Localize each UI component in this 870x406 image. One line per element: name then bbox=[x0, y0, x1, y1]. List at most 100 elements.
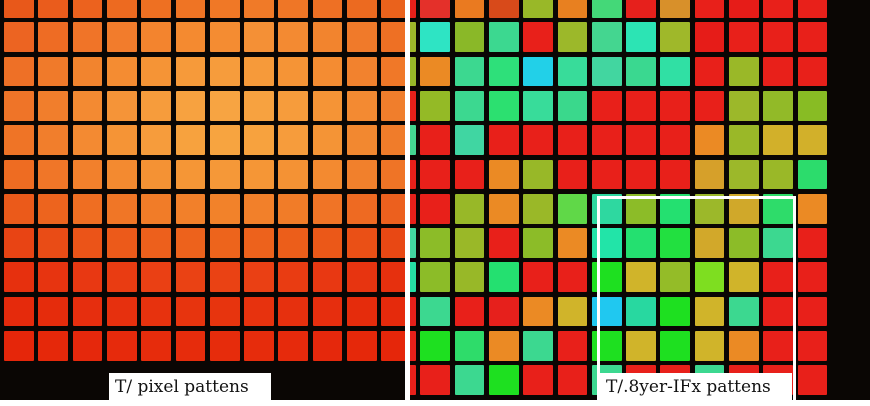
pixel-cell bbox=[175, 193, 206, 224]
pixel-cell bbox=[660, 90, 691, 121]
pixel-cell bbox=[488, 296, 519, 327]
pixel-cell bbox=[420, 228, 451, 258]
pixel-cell bbox=[347, 56, 377, 87]
pixel-cell bbox=[209, 331, 240, 361]
pixel-cell bbox=[381, 56, 405, 87]
pixel-cell bbox=[626, 296, 656, 327]
pixel-cell bbox=[141, 22, 171, 53]
pixel-cell bbox=[626, 193, 656, 224]
pixel-cell bbox=[523, 56, 553, 87]
pixel-cell bbox=[420, 22, 451, 53]
pixel-cell bbox=[557, 262, 588, 293]
pixel-cell bbox=[626, 331, 656, 361]
pixel-cell bbox=[72, 262, 103, 293]
pixel-cell bbox=[557, 331, 588, 361]
pixel-cell bbox=[106, 22, 137, 53]
right-caption: T/.8yer-IFx pattens bbox=[600, 373, 792, 401]
pixel-cell bbox=[420, 193, 451, 224]
pixel-cell bbox=[729, 262, 759, 293]
pixel-cell bbox=[763, 22, 794, 53]
pixel-cell bbox=[347, 22, 377, 53]
pixel-cell bbox=[312, 331, 343, 361]
pixel-cell bbox=[420, 262, 451, 293]
pixel-cell bbox=[209, 90, 240, 121]
pixel-cell bbox=[244, 262, 274, 293]
pixel-cell bbox=[312, 262, 343, 293]
pixel-cell bbox=[72, 159, 103, 190]
pixel-cell bbox=[209, 0, 240, 18]
pixel-cell bbox=[694, 90, 725, 121]
pixel-cell bbox=[38, 193, 69, 224]
pixel-cell bbox=[694, 193, 725, 224]
pixel-cell bbox=[72, 331, 103, 361]
pixel-cell bbox=[420, 159, 451, 190]
pixel-cell bbox=[591, 331, 622, 361]
pixel-cell bbox=[244, 159, 274, 190]
pixel-pattern-panel bbox=[0, 0, 405, 400]
pixel-cell bbox=[278, 159, 309, 190]
pixel-cell bbox=[278, 228, 309, 258]
pixel-cell bbox=[410, 296, 416, 327]
pixel-cell bbox=[420, 296, 451, 327]
pixel-cell bbox=[38, 22, 69, 53]
pixel-cell bbox=[209, 262, 240, 293]
pixel-cell bbox=[141, 262, 171, 293]
pixel-cell bbox=[488, 193, 519, 224]
pixel-cell bbox=[141, 0, 171, 18]
pixel-cell bbox=[729, 159, 759, 190]
pixel-cell bbox=[4, 22, 34, 53]
pixel-cell bbox=[347, 193, 377, 224]
pixel-cell bbox=[523, 296, 553, 327]
pixel-cell bbox=[141, 159, 171, 190]
pixel-cell bbox=[557, 365, 588, 396]
pixel-cell bbox=[694, 296, 725, 327]
pixel-cell bbox=[660, 159, 691, 190]
pixel-cell bbox=[244, 125, 274, 155]
pixel-cell bbox=[38, 159, 69, 190]
pixel-cell bbox=[141, 296, 171, 327]
pixel-cell bbox=[763, 125, 794, 155]
pixel-cell bbox=[729, 228, 759, 258]
pixel-cell bbox=[347, 331, 377, 361]
pixel-cell bbox=[420, 331, 451, 361]
pixel-cell bbox=[420, 90, 451, 121]
pixel-cell bbox=[278, 125, 309, 155]
pixel-cell bbox=[763, 228, 794, 258]
pixel-cell bbox=[72, 193, 103, 224]
pixel-cell bbox=[523, 193, 553, 224]
pixel-cell bbox=[797, 56, 828, 87]
pixel-cell bbox=[488, 365, 519, 396]
pixel-cell bbox=[660, 228, 691, 258]
panel-divider bbox=[405, 0, 410, 400]
pixel-cell bbox=[591, 90, 622, 121]
pixel-cell bbox=[454, 22, 485, 53]
pixel-cell bbox=[72, 22, 103, 53]
pixel-cell bbox=[729, 0, 759, 18]
pixel-cell bbox=[381, 0, 405, 18]
pixel-cell bbox=[523, 125, 553, 155]
pixel-cell bbox=[312, 193, 343, 224]
pixel-cell bbox=[694, 56, 725, 87]
pixel-cell bbox=[209, 296, 240, 327]
pixel-cell bbox=[454, 90, 485, 121]
pixel-cell bbox=[557, 56, 588, 87]
pixel-cell bbox=[347, 159, 377, 190]
pixel-cell bbox=[347, 228, 377, 258]
pixel-cell bbox=[106, 193, 137, 224]
pixel-cell bbox=[454, 296, 485, 327]
pixel-cell bbox=[381, 90, 405, 121]
pixel-cell bbox=[175, 90, 206, 121]
pixel-cell bbox=[557, 125, 588, 155]
pixel-cell bbox=[381, 125, 405, 155]
pixel-cell bbox=[38, 90, 69, 121]
pixel-cell bbox=[141, 56, 171, 87]
pixel-cell bbox=[106, 331, 137, 361]
pixel-cell bbox=[312, 296, 343, 327]
pixel-cell bbox=[523, 262, 553, 293]
pixel-cell bbox=[278, 22, 309, 53]
pixel-cell bbox=[141, 125, 171, 155]
pixel-cell bbox=[209, 125, 240, 155]
pixel-cell bbox=[557, 22, 588, 53]
pixel-cell bbox=[106, 159, 137, 190]
pixel-cell bbox=[660, 125, 691, 155]
